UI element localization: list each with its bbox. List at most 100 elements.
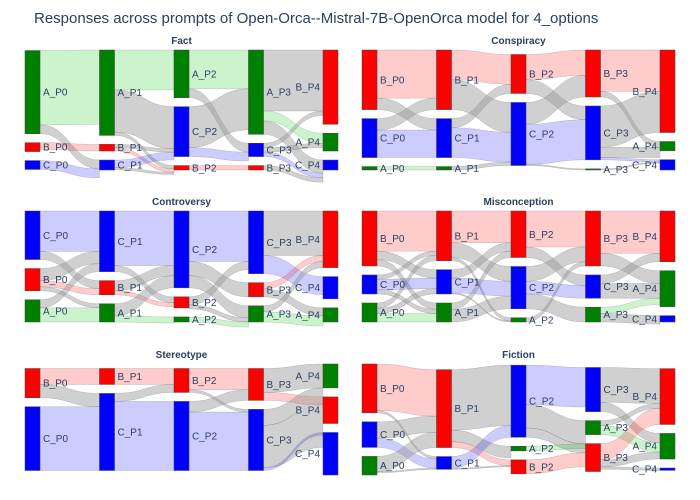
node-c-p3 xyxy=(585,105,601,161)
node-c-p2 xyxy=(510,364,527,438)
node-label: C_P3 xyxy=(604,385,629,396)
node-label: C_P4 xyxy=(295,283,320,294)
node-a-p3 xyxy=(585,168,601,171)
node-label: C_P4 xyxy=(295,449,320,460)
node-b-p3 xyxy=(585,210,601,267)
flow-link xyxy=(525,119,586,165)
links xyxy=(39,363,324,471)
node-a-p0 xyxy=(24,299,41,323)
flow-link xyxy=(114,151,175,169)
node-a-p0 xyxy=(24,50,41,134)
flow-link xyxy=(376,210,437,252)
node-c-p0 xyxy=(361,118,378,158)
node-b-p2 xyxy=(173,165,190,171)
node-b-p4 xyxy=(322,49,339,125)
node-a-p3 xyxy=(248,305,264,323)
node-label: B_P1 xyxy=(455,75,480,86)
node-label: B_P1 xyxy=(455,231,480,242)
node-b-p0 xyxy=(361,49,378,110)
node-c-p3 xyxy=(585,367,601,412)
node-a-p2 xyxy=(510,445,527,452)
node-a-p3 xyxy=(585,420,601,435)
node-c-p3 xyxy=(248,210,264,274)
flow-link xyxy=(114,315,175,324)
node-b-p1 xyxy=(436,369,452,448)
node-label: C_P0 xyxy=(43,231,68,242)
flow-link xyxy=(114,49,175,91)
panel-title: Fiction xyxy=(502,350,535,361)
node-b-p3 xyxy=(248,282,264,298)
sankey-panel: Controversy C_P0 B_P0 A_P0 C_P1 B_P1 A_P1 C_P2 B… xyxy=(24,197,339,328)
node-c-p1 xyxy=(99,210,115,272)
node-label: A_P4 xyxy=(633,142,658,153)
node-label: A_P3 xyxy=(604,310,629,321)
node-a-p4 xyxy=(322,307,339,323)
node-c-p0 xyxy=(361,421,378,448)
node-c-p0 xyxy=(361,274,378,295)
flow-link xyxy=(188,316,249,328)
node-label: A_P2 xyxy=(529,315,554,326)
node-label: A_P2 xyxy=(529,444,554,455)
node-label: C_P4 xyxy=(295,161,320,172)
nodes: B_P0 C_P0 B_P1 C_P1 B_P2 C_P2 B_P3 C_P3 A_P4 B_P4… xyxy=(24,363,339,476)
node-label: C_P2 xyxy=(192,245,217,256)
node-c-p1 xyxy=(99,393,115,471)
node-a-p2 xyxy=(173,316,190,323)
node-label: B_P3 xyxy=(267,163,292,174)
node-label: C_P0 xyxy=(380,430,405,441)
node-label: A_P0 xyxy=(43,306,68,317)
node-a-p1 xyxy=(99,303,115,323)
node-b-p4 xyxy=(659,49,676,133)
node-label: C_P3 xyxy=(267,238,292,249)
flow-link xyxy=(263,311,324,327)
node-a-p1 xyxy=(436,302,452,323)
node-label: A_P4 xyxy=(296,138,321,149)
links xyxy=(39,210,324,328)
node-label: A_P3 xyxy=(267,309,292,320)
panel-title: Fact xyxy=(171,36,192,47)
node-label: B_P0 xyxy=(43,275,68,286)
node-b-p3 xyxy=(585,443,601,472)
links xyxy=(376,363,661,475)
sankey-panel: Conspiracy B_P0 C_P0 A_P0 B_P1 C_P1 A_P1 B_P2 C_… xyxy=(361,36,676,176)
node-a-p3 xyxy=(585,306,601,323)
node-label: C_P0 xyxy=(380,134,405,145)
flow-link xyxy=(188,147,249,162)
node-label: C_P3 xyxy=(267,145,292,156)
chart-title: Responses across prompts of Open-Orca--M… xyxy=(34,10,599,27)
node-label: C_P2 xyxy=(192,127,217,138)
node-b-p0 xyxy=(24,268,41,292)
flow-link xyxy=(114,167,175,175)
node-b-p3 xyxy=(248,368,264,401)
node-label: A_P1 xyxy=(455,164,480,175)
nodes: A_P0 B_P0 C_P0 A_P1 B_P1 C_P1 A_P2 C_P2 B_P2 A_P3… xyxy=(24,49,339,174)
panel-title: Misconception xyxy=(483,197,553,208)
node-a-p4 xyxy=(659,433,676,460)
node-label: A_P1 xyxy=(118,308,143,319)
node-c-p1 xyxy=(436,118,452,158)
node-b-p2 xyxy=(510,210,527,258)
node-b-p3 xyxy=(248,165,264,171)
node-label: A_P4 xyxy=(296,371,321,382)
node-b-p1 xyxy=(99,368,115,385)
node-a-p0 xyxy=(361,302,378,323)
flow-link xyxy=(263,120,324,174)
node-label: C_P1 xyxy=(455,458,480,469)
node-label: A_P4 xyxy=(296,310,321,321)
node-label: C_P4 xyxy=(632,160,657,171)
node-label: A_P1 xyxy=(455,308,480,319)
node-c-p3 xyxy=(585,274,601,299)
node-b-p1 xyxy=(436,49,452,110)
node-b-p2 xyxy=(510,459,527,475)
node-b-p2 xyxy=(510,54,527,94)
node-label: C_P3 xyxy=(604,282,629,293)
flow-link xyxy=(451,429,512,459)
node-label: B_P3 xyxy=(604,234,629,245)
node-label: B_P4 xyxy=(296,235,321,246)
node-b-p4 xyxy=(659,210,676,262)
node-label: C_P2 xyxy=(529,397,554,408)
node-c-p1 xyxy=(436,269,452,295)
node-a-p0 xyxy=(361,166,378,171)
node-b-p0 xyxy=(24,368,41,398)
node-label: A_P3 xyxy=(604,423,629,434)
